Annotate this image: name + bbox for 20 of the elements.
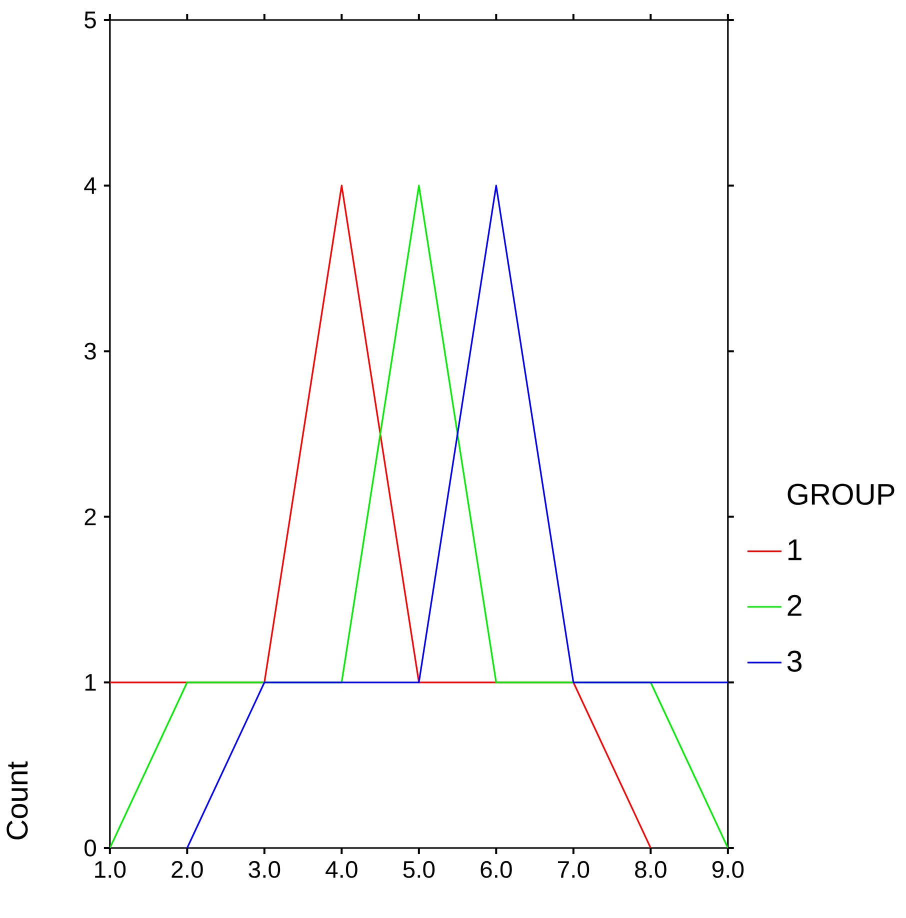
legend-label: 3 [787, 650, 802, 672]
legend-label: 1 [788, 540, 802, 560]
y-axis-title: Count [6, 761, 28, 840]
x-tick-label: 8.0 [635, 861, 666, 878]
x-tick-label: 2.0 [172, 861, 203, 878]
x-tick-label: 6.0 [480, 861, 512, 878]
x-tick-label: 3.0 [248, 861, 280, 878]
x-tick-label: 9.0 [712, 861, 744, 878]
y-tick-label: 5 [84, 12, 96, 28]
y-tick-label: 1 [86, 674, 96, 691]
x-tick-label: 4.0 [326, 861, 358, 878]
y-tick-label: 4 [84, 177, 96, 194]
x-tick-label: 1.0 [95, 861, 126, 878]
y-tick-label: 0 [84, 840, 96, 856]
y-tick-label: 2 [84, 508, 96, 526]
legend-label: 2 [788, 594, 802, 616]
legend-title: GROUP [788, 484, 894, 505]
x-tick-label: 7.0 [558, 861, 590, 878]
y-tick-label: 3 [84, 342, 96, 360]
x-tick-label: 5.0 [403, 861, 435, 878]
